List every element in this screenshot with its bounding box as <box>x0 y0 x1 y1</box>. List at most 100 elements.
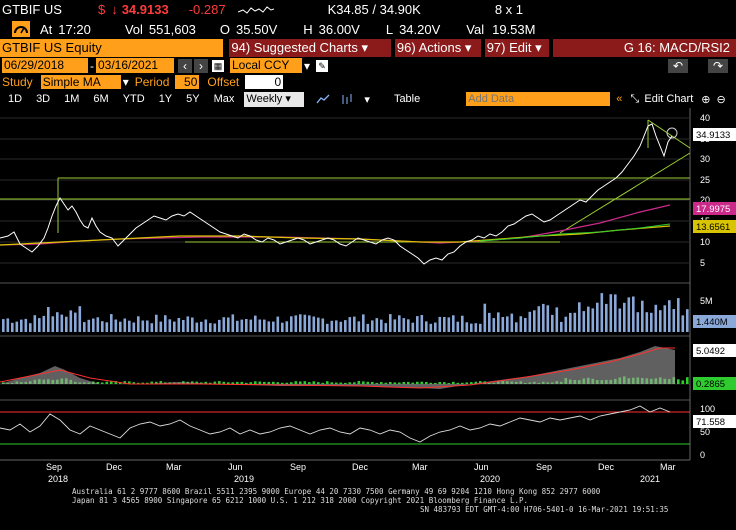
volume-bar <box>267 321 271 332</box>
period-5y[interactable]: 5Y <box>186 93 200 105</box>
x-month: Sep <box>290 462 306 472</box>
ticker[interactable]: GTBIF US <box>2 2 62 17</box>
period-6m[interactable]: 6M <box>93 93 109 105</box>
histogram-bar <box>101 382 104 384</box>
x-year: 2018 <box>48 474 68 484</box>
table-button[interactable]: Table <box>393 93 421 105</box>
bar-chart-icon[interactable] <box>340 93 354 105</box>
sparkline-icon <box>237 5 274 14</box>
volume-bar <box>47 307 50 332</box>
volume-bar <box>42 315 46 332</box>
last-price-tag: 34.9133 <box>696 130 730 141</box>
volume-bar <box>348 317 352 332</box>
period-bar: 1D 3D 1M 6M YTD 1Y 5Y Max Weekly ▾ ▾ Tab… <box>0 90 736 108</box>
histogram-bar <box>353 382 356 384</box>
start-date-field[interactable]: 06/29/2018 <box>2 58 88 73</box>
price-change: -0.287 <box>188 2 226 17</box>
zoom-in-icon[interactable]: ⊕ <box>701 93 711 106</box>
volume-bar <box>411 322 415 332</box>
add-data-input[interactable] <box>466 92 611 106</box>
footer-line-2: Japan 81 3 4565 8900 Singapore 65 6212 1… <box>72 496 529 505</box>
volume-bar <box>38 318 41 332</box>
histogram-bar <box>456 382 460 384</box>
double-chevron-left-icon[interactable]: « <box>616 93 623 105</box>
period-input[interactable]: 50 <box>175 75 200 89</box>
redo-icon[interactable]: ↷ <box>708 58 728 73</box>
volume-bar <box>299 314 302 332</box>
volume-bar <box>2 319 5 332</box>
volume-bar <box>623 302 626 332</box>
chevron-left-icon[interactable]: ‹ <box>178 58 192 73</box>
volume-bar <box>344 320 347 332</box>
edit-menu[interactable]: 97) Edit ▾ <box>484 39 549 57</box>
speedometer-icon[interactable] <box>12 21 30 37</box>
volume-bar <box>56 312 59 332</box>
zoom-out-icon[interactable]: ⊖ <box>716 93 726 106</box>
date-range-bar: 06/29/2018 - 03/16/2021 ‹ › ▦ Local CCY … <box>0 57 736 74</box>
histogram-bar <box>425 382 428 384</box>
actions-menu[interactable]: 96) Actions ▾ <box>394 39 481 57</box>
currency-select[interactable]: Local CCY <box>230 58 302 73</box>
calendar-icon[interactable]: ▦ <box>212 59 224 72</box>
chevron-down-icon[interactable]: ▾ <box>304 58 311 73</box>
period-max[interactable]: Max <box>213 93 235 105</box>
period-1y[interactable]: 1Y <box>158 93 173 105</box>
histogram-bar <box>366 381 370 384</box>
open-value: 35.50V <box>236 21 278 37</box>
volume-bar <box>461 315 464 332</box>
volume-bar <box>285 321 289 332</box>
histogram-bar <box>447 383 451 384</box>
security-field[interactable]: GTBIF US Equity <box>0 39 224 57</box>
x-month: Jun <box>228 462 243 472</box>
volume-bar <box>447 317 451 332</box>
histogram-bar <box>267 381 271 384</box>
volume-bar <box>65 316 68 332</box>
histogram-bar <box>321 382 325 384</box>
frequency-select[interactable]: Weekly ▾ <box>244 91 305 107</box>
chart-area[interactable]: 40 35 30 25 20 15 10 5 34.9133 17.9975 1… <box>0 108 736 488</box>
volume-bar <box>263 319 266 332</box>
volume-bar <box>555 307 559 332</box>
chevron-down-icon[interactable]: ▾ <box>364 93 370 106</box>
volume-bar <box>686 309 689 332</box>
study-type-select[interactable]: Simple MA <box>40 75 121 89</box>
period-1m[interactable]: 1M <box>64 93 80 105</box>
histogram-bar <box>335 382 338 384</box>
volume-bar <box>227 317 230 332</box>
histogram-bar <box>110 381 113 384</box>
price-line <box>0 123 673 265</box>
period-1d[interactable]: 1D <box>8 93 23 105</box>
histogram-bar <box>389 382 392 384</box>
volume-bar <box>339 321 343 332</box>
histogram-bar <box>141 382 145 384</box>
signal-tag-bg <box>693 377 736 390</box>
period-ytd[interactable]: YTD <box>122 93 145 105</box>
edit-chart-icon[interactable]: ⤡ <box>630 92 640 105</box>
volume-bar <box>681 315 685 332</box>
volume-bar <box>168 319 172 332</box>
high-label: H <box>303 21 313 37</box>
x-month: Dec <box>106 462 123 472</box>
volume-bar <box>443 317 446 332</box>
histogram-bar <box>159 381 163 384</box>
value-traded: 19.53M <box>492 21 536 37</box>
histogram-bar <box>119 382 122 384</box>
edit-chart-button[interactable]: Edit Chart <box>644 93 694 105</box>
histogram-bar <box>209 382 212 384</box>
line-chart-icon[interactable] <box>316 93 330 105</box>
pencil-icon[interactable]: ✎ <box>316 59 329 72</box>
offset-input[interactable]: 0 <box>245 75 284 89</box>
suggested-charts-menu[interactable]: 94) Suggested Charts ▾ <box>229 39 391 57</box>
volume-bar <box>573 312 577 332</box>
chevron-right-icon[interactable]: › <box>194 58 208 73</box>
rsi-axis: 100 50 0 <box>700 404 715 460</box>
volume-bar <box>353 316 356 332</box>
histogram-bar <box>375 382 379 384</box>
currency-symbol: $ <box>97 2 106 17</box>
volume-bar <box>303 314 307 332</box>
end-date-field[interactable]: 03/16/2021 <box>96 58 174 73</box>
volume-bar <box>434 322 437 332</box>
chevron-down-icon[interactable]: ▾ <box>122 75 129 89</box>
undo-icon[interactable]: ↶ <box>668 58 688 73</box>
period-3d[interactable]: 3D <box>36 93 51 105</box>
